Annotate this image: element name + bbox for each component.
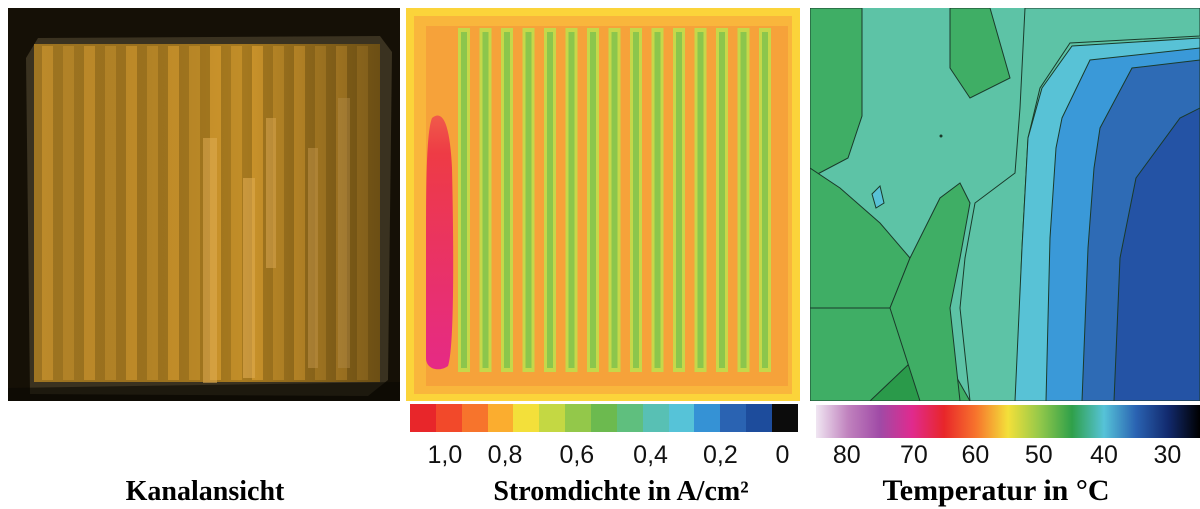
tick-label: 50: [1024, 441, 1053, 469]
colorbar-segment: [746, 404, 773, 432]
tick-label: 0,6: [559, 441, 595, 469]
colorbar-segment: [616, 404, 643, 432]
temperature-tick-labels: 80 70 60 50 40 30: [816, 441, 1200, 471]
current-channel-core: [611, 32, 618, 368]
current-channel-core: [697, 32, 704, 368]
current-channel-core: [525, 32, 532, 368]
tick-label: 40: [1090, 441, 1118, 469]
tick-label: 1,0: [427, 441, 463, 469]
current-channel-core: [568, 32, 575, 368]
tick-label: 0,8: [487, 441, 523, 469]
current-channel-core: [482, 32, 489, 368]
current-channel-core: [590, 32, 596, 368]
tick-label: 30: [1153, 441, 1182, 469]
colorbar-segment: [694, 404, 721, 432]
colorbar-segment: [642, 404, 669, 432]
colorbar-segment: [513, 404, 540, 432]
current-channel-core: [461, 32, 467, 368]
current-channel-core: [762, 32, 768, 368]
colorbar-segment: [539, 404, 566, 432]
current-density-map: [406, 8, 800, 401]
colorbar-segment: [720, 404, 747, 432]
tick-label: 60: [961, 441, 990, 469]
caption-temperature: Temperatur in °C: [882, 474, 1110, 507]
colorbar-segment: [772, 404, 798, 432]
current-channel-core: [654, 32, 661, 368]
current-channel-core: [676, 32, 682, 368]
current-channel-core: [740, 32, 747, 368]
current-density-colorbar: [410, 404, 798, 432]
current-channel-core: [504, 32, 510, 368]
colorbar-segment: [591, 404, 617, 432]
current-density-tick-labels: 1,0 0,8 0,6 0,4 0,2 0: [410, 441, 798, 471]
temperature-colorbar: [816, 405, 1200, 438]
tick-label: 0,4: [633, 441, 668, 469]
current-channel-core: [547, 32, 553, 368]
tick-label: 0: [775, 441, 790, 469]
temperature-contour-map: [810, 8, 1200, 401]
channel-view-photo: [8, 8, 400, 401]
colorbar-segment: [565, 404, 592, 432]
colorbar-segment: [410, 404, 436, 432]
colorbar-segment: [668, 404, 695, 432]
tick-label: 0,2: [703, 441, 738, 469]
colorbar-segment: [435, 404, 462, 432]
caption-channel-view: Kanalansicht: [125, 476, 285, 507]
colorbar-segment: [461, 404, 488, 432]
current-channel-core: [633, 32, 639, 368]
caption-current-density: Stromdichte in A/cm²: [493, 476, 749, 507]
tick-label: 80: [832, 441, 861, 469]
tick-label: 70: [900, 441, 928, 469]
current-channel-core: [719, 32, 725, 368]
colorbar-segment: [487, 404, 514, 432]
